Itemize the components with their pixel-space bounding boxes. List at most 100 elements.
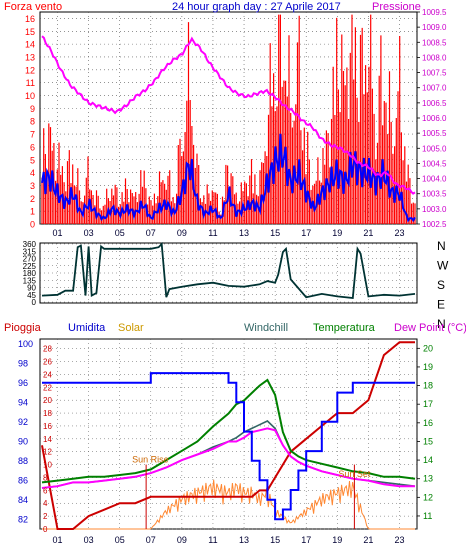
weather-panel-marks: Sun Rise Sun Set <box>41 341 416 530</box>
humidity-tick-label: 82 <box>18 514 28 524</box>
rain-tick-label: 6 <box>43 486 48 495</box>
humidity-tick-label: 98 <box>18 358 28 368</box>
hour-tick-label: 13 <box>239 535 249 545</box>
hour-tick-label: 05 <box>115 535 125 545</box>
pressure-tick-label: 1008.0 <box>422 53 447 62</box>
compass-label: E <box>437 298 445 312</box>
rain-line <box>41 341 415 530</box>
humidity-tick-label: 88 <box>18 456 28 466</box>
hour-tick-label: 21 <box>363 535 373 545</box>
wind-panel-ticks: 0123456789101112131415161002.51003.01003… <box>25 8 447 238</box>
pressure-tick-label: 1009.5 <box>422 8 447 17</box>
hour-tick-label: 23 <box>394 228 404 238</box>
wind-tick-label: 7 <box>30 130 35 140</box>
rain-tick-label: 4 <box>43 499 48 508</box>
direction-tick-label: 360 <box>23 240 37 249</box>
temp-tick-label: 16 <box>423 418 433 428</box>
humidity-tick-label: 90 <box>18 436 28 446</box>
humidity-line <box>42 372 415 521</box>
hour-tick-label: 09 <box>177 535 187 545</box>
rain-tick-label: 18 <box>43 409 52 418</box>
pressure-axis-label: Pressione <box>372 1 421 13</box>
wind-tick-label: 15 <box>25 27 35 37</box>
rain-tick-label: 10 <box>43 461 52 470</box>
legend-item: Dew Point (°C) <box>394 322 466 334</box>
direction-tick-label: 45 <box>27 291 36 300</box>
temp-tick-label: 17 <box>423 399 433 409</box>
hour-tick-label: 01 <box>53 535 63 545</box>
direction-tick-label: 225 <box>23 262 37 271</box>
rain-tick-label: 12 <box>43 448 52 457</box>
rain-tick-label: 24 <box>43 370 52 379</box>
temp-tick-label: 15 <box>423 436 433 446</box>
direction-tick-label: 0 <box>32 298 37 307</box>
wind-tick-label: 9 <box>30 104 35 114</box>
direction-tick-label: 135 <box>23 276 37 285</box>
compass-label: S <box>437 278 445 292</box>
direction-panel-marks <box>41 241 416 299</box>
temp-tick-label: 19 <box>423 362 433 372</box>
wind-tick-label: 1 <box>30 207 35 217</box>
pressure-tick-label: 1004.5 <box>422 159 447 168</box>
dewpoint-line <box>41 427 415 489</box>
humidity-tick-label: 94 <box>18 397 28 407</box>
rain-tick-label: 2 <box>43 512 48 521</box>
direction-tick-label: 315 <box>23 247 37 256</box>
wind-tick-label: 16 <box>25 14 35 24</box>
wind-tick-label: 12 <box>25 65 35 75</box>
hour-tick-label: 15 <box>270 535 280 545</box>
pressure-tick-label: 1004.0 <box>422 175 447 184</box>
hour-tick-label: 05 <box>115 228 125 238</box>
wind-tick-label: 11 <box>26 78 35 88</box>
wind-tick-label: 8 <box>30 117 35 127</box>
pressure-tick-label: 1007.0 <box>422 84 447 93</box>
weather-panel-frame <box>39 338 418 530</box>
hour-tick-label: 19 <box>332 535 342 545</box>
hour-tick-label: 07 <box>146 535 156 545</box>
wind-axis-label: Forza vento <box>4 1 62 13</box>
hour-tick-label: 11 <box>208 228 217 238</box>
direction-tick-label: 90 <box>27 284 36 293</box>
wind-tick-label: 14 <box>25 40 35 50</box>
legend-item: Solar <box>118 322 144 334</box>
wind-direction-line <box>41 241 416 299</box>
hour-tick-label: 01 <box>53 228 63 238</box>
humidity-tick-label: 84 <box>18 495 28 505</box>
pressure-tick-label: 1005.0 <box>422 144 447 153</box>
temp-tick-label: 12 <box>423 492 433 502</box>
rain-tick-label: 26 <box>43 358 52 367</box>
wind-tick-label: 6 <box>30 142 35 152</box>
legend-item: Pioggia <box>4 322 42 334</box>
wind-tick-label: 4 <box>30 168 35 178</box>
pressure-tick-label: 1006.0 <box>422 114 447 123</box>
direction-tick-label: 180 <box>23 269 37 278</box>
rain-tick-label: 16 <box>43 422 52 431</box>
solar-line <box>42 479 415 530</box>
humidity-tick-label: 92 <box>18 417 28 427</box>
pressure-tick-label: 1003.5 <box>422 190 447 199</box>
temp-tick-label: 13 <box>423 474 433 484</box>
pressure-tick-label: 1009.0 <box>422 23 447 32</box>
rain-tick-label: 28 <box>43 345 52 354</box>
direction-tick-label: 270 <box>23 255 37 264</box>
pressure-tick-label: 1005.5 <box>422 129 447 138</box>
temp-tick-label: 18 <box>423 381 433 391</box>
hour-tick-label: 03 <box>84 228 94 238</box>
hour-tick-label: 09 <box>177 228 187 238</box>
pressure-tick-label: 1008.5 <box>422 38 447 47</box>
pressure-line <box>41 35 416 195</box>
hour-tick-label: 07 <box>146 228 156 238</box>
compass-label: W <box>437 259 449 273</box>
hour-tick-label: 15 <box>270 228 280 238</box>
pressure-tick-label: 1003.0 <box>422 205 447 214</box>
compass-label: N <box>437 317 446 331</box>
humidity-tick-label: 100 <box>18 339 33 349</box>
sunset-label: Sun Set <box>338 469 371 479</box>
wind-tick-label: 13 <box>25 52 35 62</box>
direction-panel-grid <box>40 243 417 303</box>
weather-legend: Pioggia Umidita Solar Windchill Temperatura D… <box>4 322 466 334</box>
temperature-line <box>41 378 416 484</box>
